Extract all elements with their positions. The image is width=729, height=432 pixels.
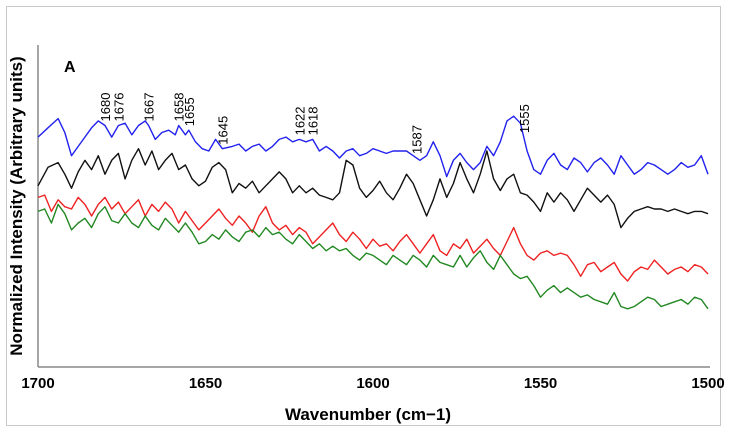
series-line-3 bbox=[37, 194, 709, 282]
peak-label: 1618 bbox=[306, 106, 321, 135]
peak-label: 1555 bbox=[517, 104, 532, 133]
x-tick-label: 1600 bbox=[356, 375, 389, 392]
peak-label: 1587 bbox=[410, 125, 425, 154]
peak-label: 1622 bbox=[292, 106, 307, 135]
series-layer bbox=[37, 115, 709, 310]
series-line-2 bbox=[37, 147, 709, 229]
y-axis-title: Normalized Intensity (Arbitrary units) bbox=[7, 56, 26, 355]
x-ticks: 1700 1650 1600 1550 1500 bbox=[21, 375, 724, 392]
x-tick-label: 1700 bbox=[21, 375, 54, 392]
x-tick-label: 1550 bbox=[524, 375, 557, 392]
peak-label: 1645 bbox=[215, 116, 230, 145]
peak-label: 1655 bbox=[182, 97, 197, 126]
series-line-1 bbox=[37, 115, 709, 178]
panel-label: A bbox=[64, 59, 76, 76]
x-axis-title: Wavenumber (cm−1) bbox=[285, 405, 451, 424]
x-tick-label: 1500 bbox=[691, 375, 724, 392]
chart-frame bbox=[6, 6, 721, 426]
x-tick-label: 1650 bbox=[189, 375, 222, 392]
peak-label: 1676 bbox=[111, 93, 126, 122]
axes bbox=[37, 45, 710, 368]
peak-label: 1667 bbox=[142, 93, 157, 122]
series-line-4 bbox=[37, 203, 709, 310]
peak-label: 1658 bbox=[172, 93, 187, 122]
peak-label: 1680 bbox=[98, 93, 113, 122]
